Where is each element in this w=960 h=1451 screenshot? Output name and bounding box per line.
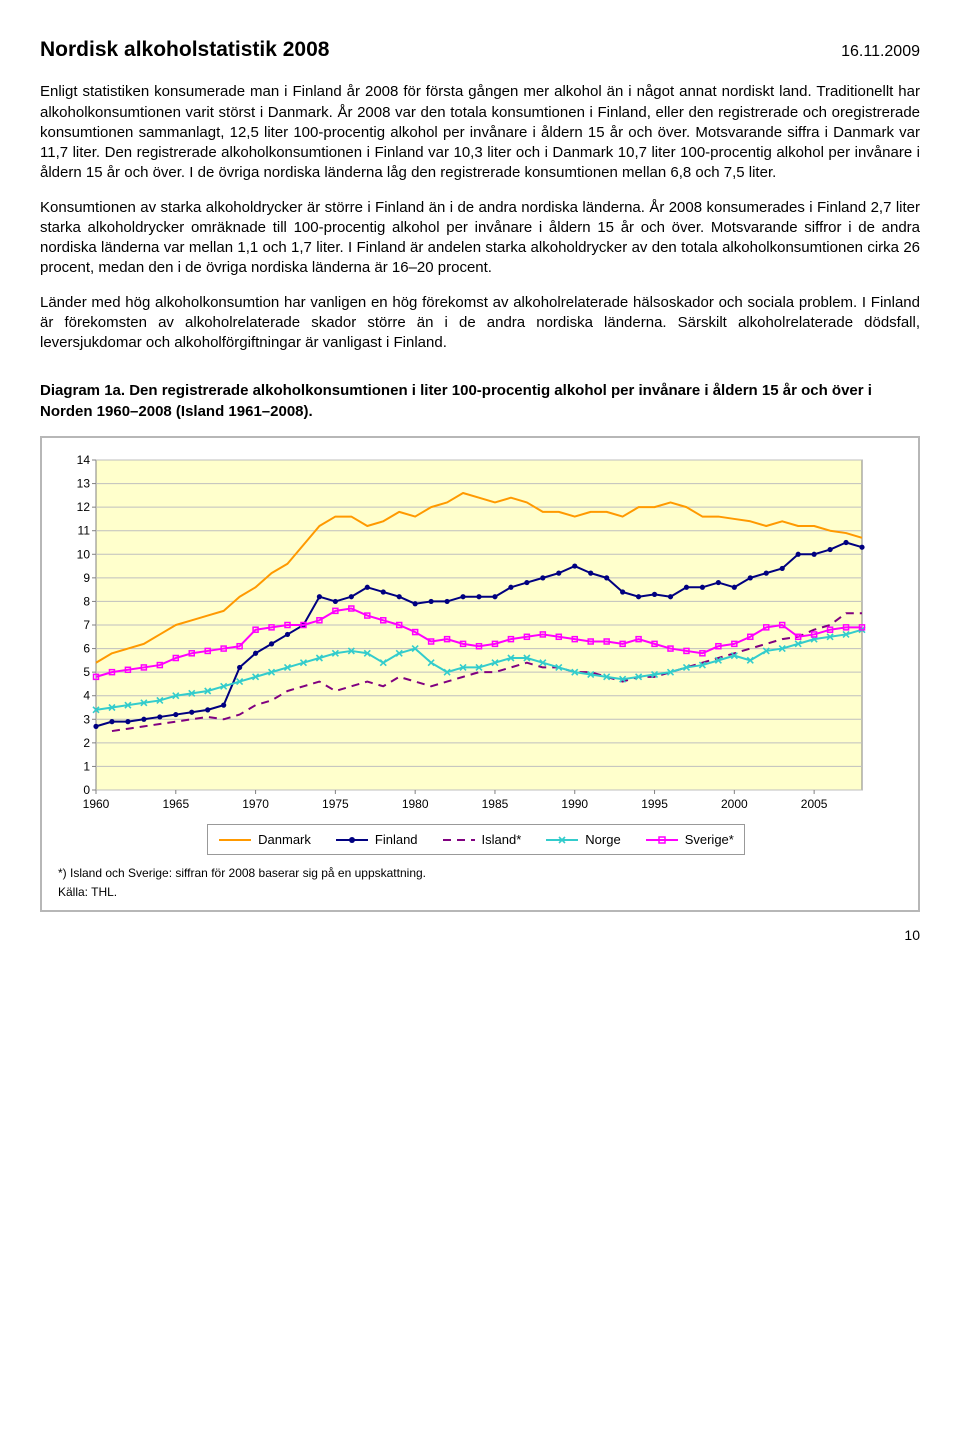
page-date: 16.11.2009 (841, 41, 920, 63)
svg-text:1985: 1985 (482, 797, 509, 811)
legend-item: Finland (335, 831, 418, 849)
svg-text:14: 14 (77, 454, 91, 467)
svg-text:13: 13 (77, 476, 91, 490)
alcohol-chart: 0123456789101112131419601965197019751980… (52, 454, 872, 814)
chart-footnote: *) Island och Sverige: siffran för 2008 … (58, 865, 900, 881)
svg-text:11: 11 (78, 524, 91, 538)
chart-legend: Danmark Finland Island* Norge Sverige* (207, 824, 745, 856)
svg-text:1995: 1995 (641, 797, 668, 811)
svg-text:5: 5 (83, 665, 90, 679)
chart-source: Källa: THL. (58, 884, 900, 900)
legend-label: Danmark (258, 831, 311, 849)
svg-text:4: 4 (83, 689, 90, 703)
paragraph-1: Enligt statistiken konsumerade man i Fin… (40, 82, 920, 183)
svg-text:10: 10 (77, 547, 91, 561)
paragraph-2: Konsumtionen av starka alkoholdrycker är… (40, 198, 920, 279)
svg-text:8: 8 (83, 594, 90, 608)
paragraph-3: Länder med hög alkoholkonsumtion har van… (40, 293, 920, 354)
svg-text:6: 6 (83, 641, 90, 655)
svg-text:1975: 1975 (322, 797, 349, 811)
svg-text:1990: 1990 (561, 797, 588, 811)
legend-item: Sverige* (645, 831, 734, 849)
svg-text:1965: 1965 (162, 797, 189, 811)
page-title: Nordisk alkoholstatistik 2008 (40, 36, 329, 64)
legend-label: Sverige* (685, 831, 734, 849)
svg-text:1970: 1970 (242, 797, 269, 811)
svg-text:12: 12 (77, 500, 91, 514)
svg-text:2: 2 (83, 736, 90, 750)
svg-text:9: 9 (83, 571, 90, 585)
legend-label: Norge (585, 831, 620, 849)
legend-label: Island* (482, 831, 522, 849)
svg-text:2005: 2005 (801, 797, 828, 811)
legend-item: Danmark (218, 831, 311, 849)
legend-item: Island* (442, 831, 522, 849)
svg-text:1960: 1960 (83, 797, 110, 811)
svg-text:7: 7 (83, 618, 90, 632)
svg-text:3: 3 (83, 712, 90, 726)
page-number: 10 (40, 926, 920, 945)
svg-text:0: 0 (83, 783, 90, 797)
svg-text:1980: 1980 (402, 797, 429, 811)
svg-text:1: 1 (83, 759, 90, 773)
chart-frame: 0123456789101112131419601965197019751980… (40, 436, 920, 912)
legend-label: Finland (375, 831, 418, 849)
legend-item: Norge (545, 831, 620, 849)
chart-caption: Diagram 1a. Den registrerade alkoholkons… (40, 381, 920, 422)
svg-text:2000: 2000 (721, 797, 748, 811)
